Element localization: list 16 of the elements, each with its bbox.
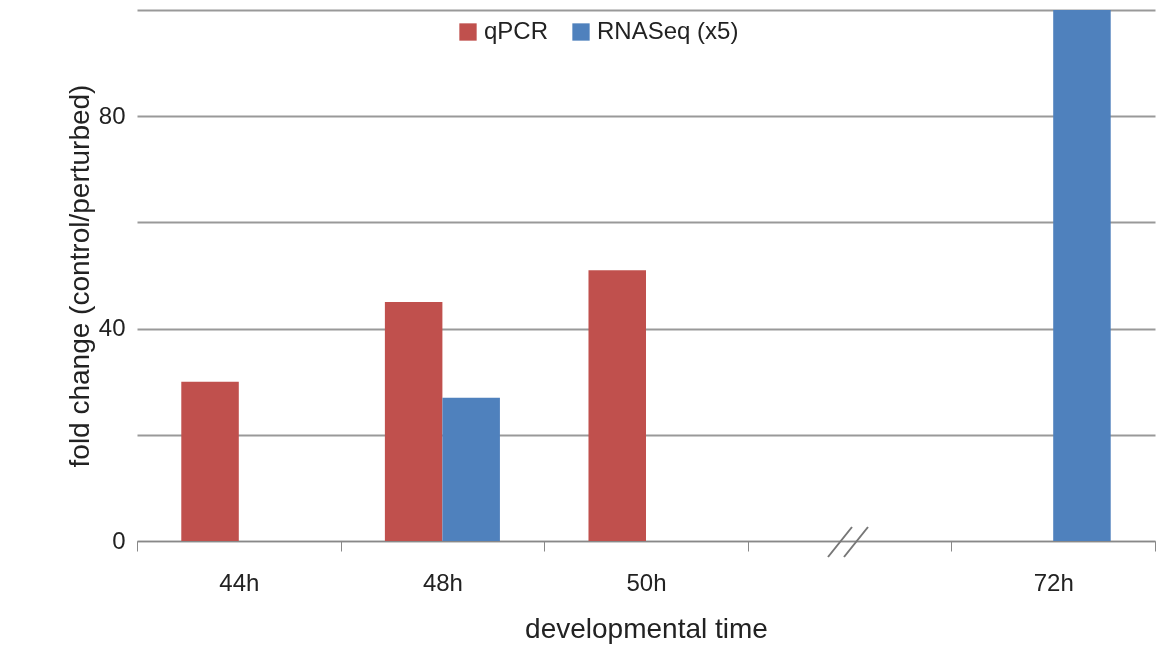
y-tick-label: 0 — [112, 526, 126, 554]
bar — [181, 381, 239, 541]
x-tick-label: 48h — [422, 568, 463, 596]
legend-label: RNASeq (x5) — [597, 17, 739, 44]
y-tick-label: 80 — [98, 101, 126, 129]
x-axis-title: developmental time — [525, 612, 768, 644]
x-tick-label: 44h — [219, 568, 260, 596]
y-axis-title: fold change (control/perturbed) — [63, 84, 95, 468]
y-tick-label: 40 — [98, 314, 126, 342]
x-tick-label: 50h — [626, 568, 667, 596]
bar — [384, 302, 443, 541]
x-tick-label: 72h — [1033, 568, 1074, 596]
legend-label: qPCR — [484, 17, 549, 44]
bar — [442, 397, 500, 541]
bar — [588, 270, 646, 541]
bar — [1053, 10, 1111, 541]
